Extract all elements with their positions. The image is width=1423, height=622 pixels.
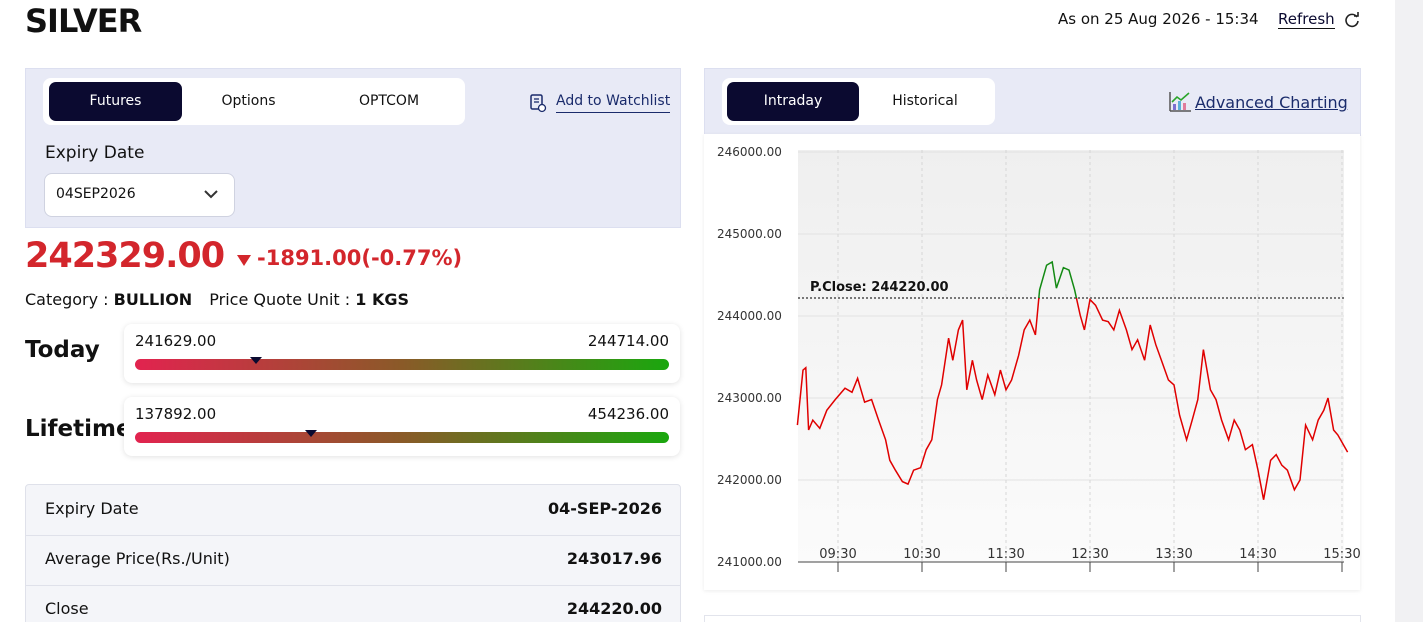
price-line bbox=[796, 297, 1349, 500]
range-low: 241629.00 bbox=[135, 332, 217, 350]
scroll-gutter bbox=[1395, 0, 1423, 622]
y-tick-label: 246000.00 bbox=[717, 145, 782, 159]
range-card: 137892.00 454236.00 bbox=[124, 397, 680, 456]
timestamp: As on 25 Aug 2026 - 15:34 bbox=[1058, 10, 1259, 28]
x-tick-label: 15:30 bbox=[1323, 547, 1360, 562]
x-tick-label: 11:30 bbox=[987, 547, 1024, 562]
refresh-icon[interactable] bbox=[1343, 11, 1361, 29]
tab[interactable]: Futures bbox=[49, 82, 182, 121]
range-bar bbox=[135, 432, 669, 443]
range-label: Lifetime bbox=[25, 416, 132, 442]
segment-tabs: Futures Options OPTCOM bbox=[43, 78, 465, 125]
expiry-value: 04SEP2026 bbox=[56, 186, 136, 202]
range-card: 241629.00 244714.00 bbox=[124, 324, 680, 383]
advanced-charting-link[interactable]: Advanced Charting bbox=[1195, 93, 1348, 112]
detail-key: Close bbox=[45, 599, 89, 618]
watchlist-link[interactable]: Add to Watchlist bbox=[556, 93, 671, 113]
page-title: SILVER bbox=[25, 2, 142, 40]
chart-tabs: Intraday Historical bbox=[722, 78, 995, 125]
detail-value: 04-SEP-2026 bbox=[548, 499, 662, 518]
intraday-chart: 241000.00 242000.00 243000.00 244000.00 2450… bbox=[704, 134, 1360, 590]
detail-value: 244220.00 bbox=[566, 599, 662, 618]
x-tick-label: 12:30 bbox=[1071, 547, 1108, 562]
watchlist-icon[interactable] bbox=[529, 93, 547, 113]
tab[interactable]: OPTCOM bbox=[358, 93, 420, 109]
last-price: 242329.00 bbox=[25, 236, 225, 276]
row-divider bbox=[26, 585, 680, 586]
x-tick-label: 09:30 bbox=[819, 547, 856, 562]
row-divider bbox=[26, 535, 680, 536]
detail-key: Expiry Date bbox=[45, 499, 139, 518]
range-high: 244714.00 bbox=[587, 332, 669, 350]
range-bar bbox=[135, 359, 669, 370]
range-label: Today bbox=[25, 337, 100, 363]
price-change: -1891.00(-0.77%) bbox=[257, 246, 463, 270]
category: BULLION bbox=[113, 290, 193, 309]
y-tick-label: 245000.00 bbox=[717, 227, 782, 241]
down-arrow bbox=[237, 255, 251, 266]
dropdown-arrow bbox=[204, 190, 218, 199]
tab[interactable]: Historical bbox=[892, 93, 958, 109]
details-table: Expiry Date 04-SEP-2026 Average Price(Rs./… bbox=[25, 484, 681, 622]
x-tick-label: 14:30 bbox=[1239, 547, 1276, 562]
y-tick-label: 244000.00 bbox=[717, 309, 782, 323]
tab[interactable]: Intraday bbox=[727, 82, 859, 121]
unit: 1 KGS bbox=[355, 290, 410, 309]
expiry-select[interactable]: 04SEP2026 bbox=[44, 173, 235, 217]
y-tick-label: 241000.00 bbox=[717, 555, 782, 569]
instrument-meta: Category : BULLION Price Quote Unit : 1 … bbox=[25, 290, 409, 309]
detail-key: Average Price(Rs./Unit) bbox=[45, 549, 230, 568]
refresh-link[interactable]: Refresh bbox=[1278, 10, 1335, 29]
y-tick-label: 242000.00 bbox=[717, 473, 782, 487]
plot-area bbox=[798, 150, 1344, 562]
next-panel bbox=[704, 615, 1361, 622]
x-tick-label: 10:30 bbox=[903, 547, 940, 562]
chart-icon[interactable] bbox=[1168, 91, 1192, 113]
price-line-above-close bbox=[1038, 260, 1078, 298]
expiry-label: Expiry Date bbox=[45, 143, 145, 163]
range-high: 454236.00 bbox=[587, 405, 669, 423]
range-marker bbox=[305, 430, 318, 437]
range-low: 137892.00 bbox=[135, 405, 217, 423]
reference-label: P.Close: 244220.00 bbox=[810, 280, 949, 295]
range-marker bbox=[250, 357, 263, 364]
category-label: Category : bbox=[25, 290, 109, 309]
y-tick-label: 243000.00 bbox=[717, 391, 782, 405]
x-tick-label: 13:30 bbox=[1155, 547, 1192, 562]
detail-value: 243017.96 bbox=[566, 549, 662, 568]
tab[interactable]: Options bbox=[221, 93, 276, 109]
unit-label: Price Quote Unit : bbox=[209, 290, 351, 309]
